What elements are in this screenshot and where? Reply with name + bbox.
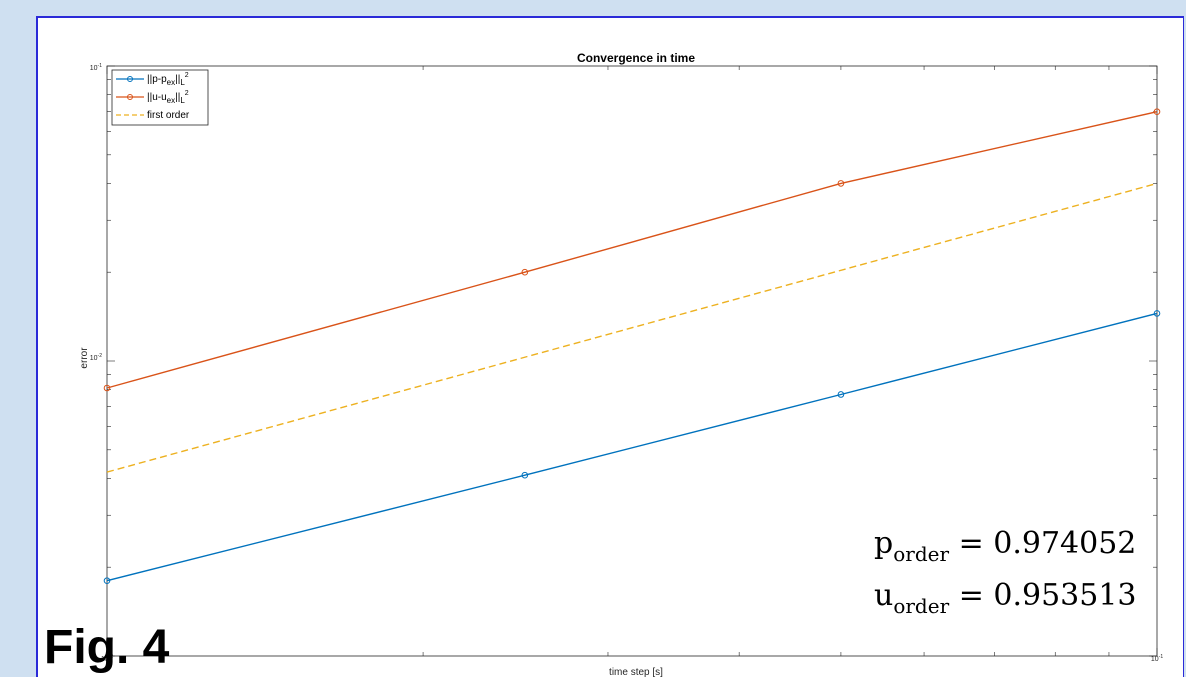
p-order-base: p [874,526,894,561]
tick-labels: 10-1 10-2 10-2 10-1 [90,63,1164,663]
data-point-1-3 [1153,108,1161,115]
p-order-sub: order [893,542,950,566]
legend: ||p-pex||L2 ||u-uex||L2 first order [111,69,209,126]
convergence-chart: Convergence in time time step [s] error … [79,51,1164,677]
legend-item-p[interactable]: ||p-pex||L2 [116,72,189,87]
data-point-1-0 [103,384,111,392]
series-layer [103,108,1161,584]
p-order-value: = 0.974052 [958,526,1137,561]
data-point-0-2 [837,391,845,398]
series-line-1 [106,111,1158,389]
p-order-annotation: porder = 0.974052 [874,526,1136,566]
data-point-0-0 [103,577,111,584]
series-line-2 [106,182,1158,473]
figure-label: Fig. 4 [44,621,170,674]
figure-panel: Convergence in time time step [s] error … [36,16,1184,677]
legend-item-u[interactable]: ||u-uex||L2 [116,90,189,105]
legend-label-u: ||u-uex||L2 [147,90,189,105]
plot-area [106,65,1158,657]
series-line-0 [106,312,1158,582]
legend-label-p: ||p-pex||L2 [147,72,189,87]
u-order-sub: order [893,594,950,618]
legend-marker-u [127,94,133,100]
legend-label-first-order: first order [147,110,190,121]
data-point-1-2 [837,180,845,187]
legend-item-first-order[interactable]: first order [116,110,190,121]
chart-title: Convergence in time [577,51,695,65]
data-point-0-1 [521,471,529,479]
u-order-value: = 0.953513 [958,578,1137,613]
data-point-0-3 [1153,310,1161,317]
y-tick-label-mid: 10-2 [90,353,102,362]
x-tick-label-right: 10-1 [1151,654,1163,663]
data-point-1-1 [521,268,529,276]
u-order-annotation: uorder = 0.953513 [874,578,1137,618]
legend-marker-p [127,76,133,82]
minor-ticks [106,65,1158,657]
x-axis-label: time step [s] [609,667,663,677]
u-order-base: u [874,578,894,613]
y-axis-label: error [79,347,90,369]
x-tick-label-left: 10-2 [101,654,113,663]
y-tick-label-top: 10-1 [90,63,102,72]
